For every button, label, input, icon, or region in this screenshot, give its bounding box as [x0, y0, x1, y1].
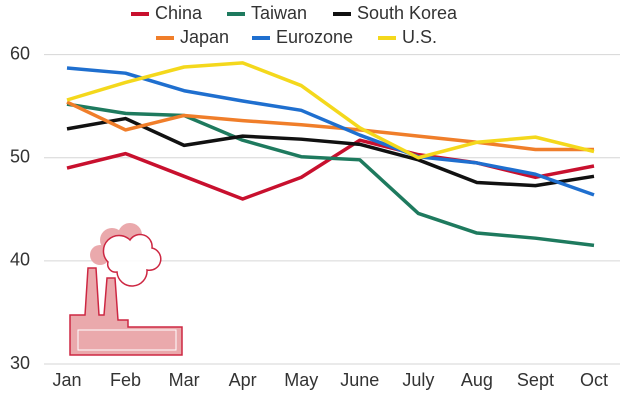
y-tick-label: 50 [10, 147, 30, 167]
x-tick-label: Oct [580, 370, 608, 390]
x-tick-label: Apr [229, 370, 257, 390]
line-series [66, 116, 595, 188]
y-tick-label: 60 [10, 43, 30, 63]
x-tick-label: July [402, 370, 434, 390]
x-tick-label: Sept [517, 370, 554, 390]
x-tick-label: Jan [52, 370, 81, 390]
y-tick-label: 40 [10, 250, 30, 270]
line-series [66, 61, 595, 160]
y-tick-label: 30 [10, 353, 30, 373]
x-tick-label: Mar [169, 370, 200, 390]
factory-icon [69, 223, 183, 356]
legend-label: Taiwan [251, 3, 307, 23]
x-tick-label: Feb [110, 370, 141, 390]
x-tick-label: June [340, 370, 379, 390]
legend-label: China [155, 3, 203, 23]
line-series [66, 100, 594, 152]
x-tick-label: Aug [461, 370, 493, 390]
legend-label: Eurozone [276, 27, 353, 47]
legend-label: South Korea [357, 3, 458, 23]
legend-label: U.S. [402, 27, 437, 47]
x-tick-label: May [284, 370, 318, 390]
line-series [66, 66, 595, 197]
legend-label: Japan [180, 27, 229, 47]
line-series [66, 102, 595, 248]
